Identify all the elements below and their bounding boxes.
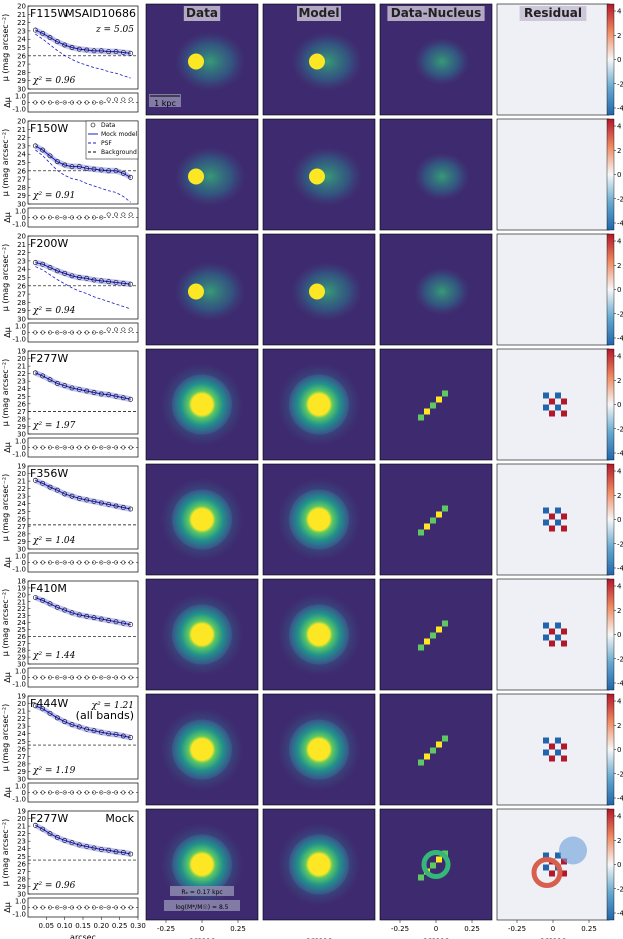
colorbar-tick-label: -4 bbox=[617, 220, 623, 228]
image-panel bbox=[496, 3, 610, 116]
image-panel bbox=[145, 118, 259, 231]
galaxy-halo bbox=[291, 261, 363, 322]
colorbar-tick-label: -2 bbox=[617, 195, 623, 203]
image-grid: 420-2-4420-2-4420-2-4420-2-4420-2-4420-2… bbox=[145, 3, 623, 921]
colorbar-tick-label: -2 bbox=[617, 80, 623, 88]
image-panel bbox=[496, 118, 610, 231]
galaxy-nucleus bbox=[309, 168, 325, 185]
galaxy-halo bbox=[174, 146, 246, 207]
colorbar-tick-label: -4 bbox=[617, 105, 623, 113]
panel-frame bbox=[145, 233, 259, 346]
panel-frame bbox=[379, 3, 493, 116]
galaxy-halo bbox=[414, 37, 470, 86]
image-panel bbox=[145, 233, 259, 346]
colorbar-tick-label: 0 bbox=[617, 171, 621, 179]
image-panel bbox=[379, 118, 493, 231]
panel-frame bbox=[262, 118, 376, 231]
colorbar-tick-label: 2 bbox=[617, 32, 621, 40]
galaxy-halo bbox=[174, 261, 246, 322]
image-panel bbox=[262, 118, 376, 231]
galaxy-halo bbox=[291, 146, 363, 207]
galaxy-halo bbox=[291, 31, 363, 92]
colorbar-tick-label: 2 bbox=[617, 147, 621, 155]
image-panel bbox=[379, 3, 493, 116]
panel-frame bbox=[145, 3, 259, 116]
image-panel bbox=[262, 3, 376, 116]
galaxy-nucleus bbox=[309, 53, 325, 70]
image-panel bbox=[379, 233, 493, 346]
galaxy-nucleus bbox=[188, 53, 204, 70]
galaxy-halo bbox=[174, 31, 246, 92]
galaxy-nucleus bbox=[188, 283, 204, 300]
galaxy-nucleus bbox=[188, 168, 204, 185]
panel-frame bbox=[145, 118, 259, 231]
panel-background bbox=[497, 119, 609, 230]
colorbar-strip bbox=[606, 3, 615, 116]
colorbar-tick-label: 4 bbox=[617, 123, 622, 131]
galaxy-halo bbox=[414, 152, 470, 201]
panel-background bbox=[497, 4, 609, 115]
panel-frame bbox=[262, 3, 376, 116]
colorbar-strip bbox=[606, 118, 615, 231]
colorbar-tick-label: 4 bbox=[617, 8, 622, 16]
colorbar: 4 2 0 -2 -4 bbox=[606, 3, 623, 116]
galaxy-nucleus bbox=[309, 283, 325, 300]
colorbar: 4 2 0 -2 -4 bbox=[606, 118, 623, 231]
panel-frame bbox=[379, 118, 493, 231]
colorbar-tick-label: 0 bbox=[617, 56, 621, 64]
image-panel bbox=[262, 233, 376, 346]
panel-frame bbox=[262, 233, 376, 346]
